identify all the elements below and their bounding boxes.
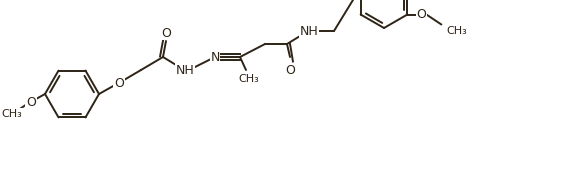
Text: CH₃: CH₃ <box>2 109 23 119</box>
Text: O: O <box>26 96 36 108</box>
Text: CH₃: CH₃ <box>238 74 259 84</box>
Text: NH: NH <box>176 64 194 76</box>
Text: O: O <box>285 64 295 76</box>
Text: N: N <box>210 50 220 64</box>
Text: O: O <box>416 8 427 21</box>
Text: O: O <box>114 76 124 90</box>
Text: NH: NH <box>299 24 318 38</box>
Text: CH₃: CH₃ <box>446 25 467 36</box>
Text: O: O <box>161 27 171 39</box>
